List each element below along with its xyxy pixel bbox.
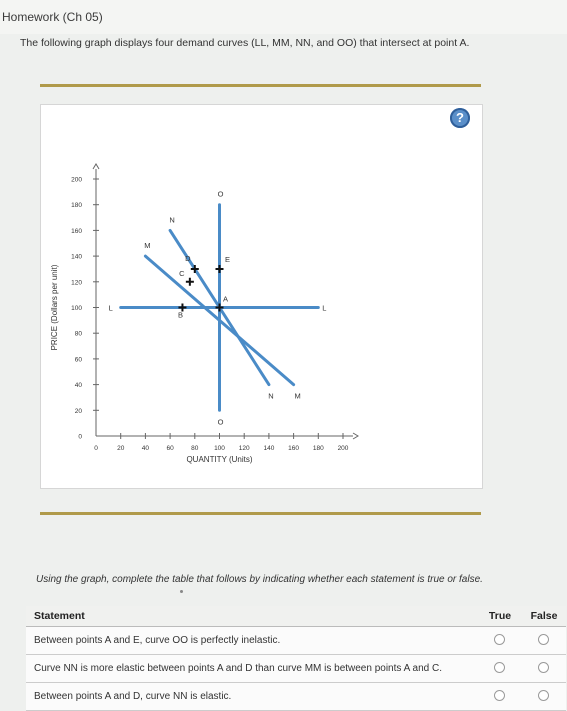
- x-tick-label: 160: [288, 445, 299, 452]
- statement-text: Between points A and E, curve OO is perf…: [26, 626, 478, 655]
- curve-label-o-start: O: [218, 190, 224, 199]
- table-row: Between points A and E, curve OO is perf…: [26, 626, 566, 655]
- x-tick-label: 0: [94, 445, 98, 452]
- top-bar: [0, 0, 567, 34]
- radio-false-3[interactable]: [538, 689, 549, 701]
- curve-label-n-end: N: [268, 392, 273, 401]
- x-tick-label: 140: [263, 445, 274, 452]
- curve-label-m-start: M: [144, 241, 150, 250]
- graph-panel: 0 20 40 60 80 100 120 140 160 180 200 0 20 40 60 80 100 1…: [40, 104, 483, 489]
- page-title: Homework (Ch 05): [2, 10, 103, 24]
- curve-label-l-end: L: [322, 304, 326, 313]
- y-tick-label: 20: [75, 408, 83, 415]
- radio-true-1[interactable]: [494, 633, 505, 645]
- statement-table: Statement True False Between points A an…: [26, 606, 566, 711]
- x-tick-label: 200: [338, 445, 349, 452]
- header-false: False: [522, 606, 566, 627]
- radio-false-1[interactable]: [538, 633, 549, 645]
- radio-true-2[interactable]: [494, 661, 505, 673]
- x-tick-label: 180: [313, 445, 324, 452]
- table-header-row: Statement True False: [26, 606, 566, 627]
- point-label-c: C: [179, 269, 185, 278]
- curve-label-m-end: M: [294, 392, 300, 401]
- point-label-b: B: [178, 311, 183, 320]
- x-tick-label: 40: [142, 445, 150, 452]
- x-tick-label: 20: [117, 445, 125, 452]
- header-statement: Statement: [26, 606, 478, 627]
- demand-chart: 0 20 40 60 80 100 120 140 160 180 200 0 20 40 60 80 100 1…: [50, 163, 359, 464]
- point-a-marker: [215, 303, 224, 312]
- y-tick-label: 180: [71, 202, 82, 209]
- question-intro: The following graph displays four demand…: [20, 37, 470, 49]
- help-icon[interactable]: ?: [450, 108, 470, 128]
- curve-label-n-start: N: [169, 215, 174, 224]
- x-axis-arrow: [352, 432, 359, 440]
- point-d-marker: [190, 264, 199, 273]
- y-tick-label: 40: [75, 382, 83, 389]
- radio-true-3[interactable]: [494, 689, 505, 701]
- divider-bottom: [40, 512, 481, 515]
- y-tick-label: 0: [78, 434, 82, 441]
- x-tick-label: 120: [239, 445, 250, 452]
- point-c-marker: [185, 277, 194, 286]
- table-row: Curve NN is more elastic between points …: [26, 654, 566, 683]
- radio-false-2[interactable]: [538, 661, 549, 673]
- y-tick-label: 60: [75, 356, 83, 363]
- curve-label-l-start: L: [109, 304, 113, 313]
- bullet-dot: [180, 590, 183, 593]
- statement-text: Curve NN is more elastic between points …: [26, 654, 478, 683]
- x-tick-label: 80: [191, 445, 199, 452]
- y-tick-label: 200: [71, 177, 82, 184]
- point-label-e: E: [225, 255, 230, 264]
- statement-text: Between points A and D, curve NN is elas…: [26, 682, 478, 711]
- y-tick-label: 120: [71, 279, 82, 286]
- curve-label-o-end: O: [218, 417, 224, 426]
- x-tick-label: 100: [214, 445, 225, 452]
- point-label-a: A: [223, 295, 228, 304]
- y-tick-label: 140: [71, 254, 82, 261]
- divider-top: [40, 84, 481, 87]
- point-e-marker: [215, 264, 224, 273]
- y-tick-label: 80: [75, 331, 83, 338]
- y-tick-label: 160: [71, 228, 82, 235]
- table-row: Between points A and D, curve NN is elas…: [26, 682, 566, 711]
- point-b-marker: [178, 303, 187, 312]
- x-axis-label: QUANTITY (Units): [186, 455, 252, 464]
- instructions: Using the graph, complete the table that…: [36, 574, 483, 585]
- y-axis-label: PRICE (Dollars per unit): [50, 264, 59, 350]
- point-label-d: D: [185, 254, 191, 263]
- y-axis-arrow: [92, 163, 100, 170]
- x-tick-label: 60: [166, 445, 174, 452]
- header-true: True: [478, 606, 522, 627]
- y-tick-label: 100: [71, 305, 82, 312]
